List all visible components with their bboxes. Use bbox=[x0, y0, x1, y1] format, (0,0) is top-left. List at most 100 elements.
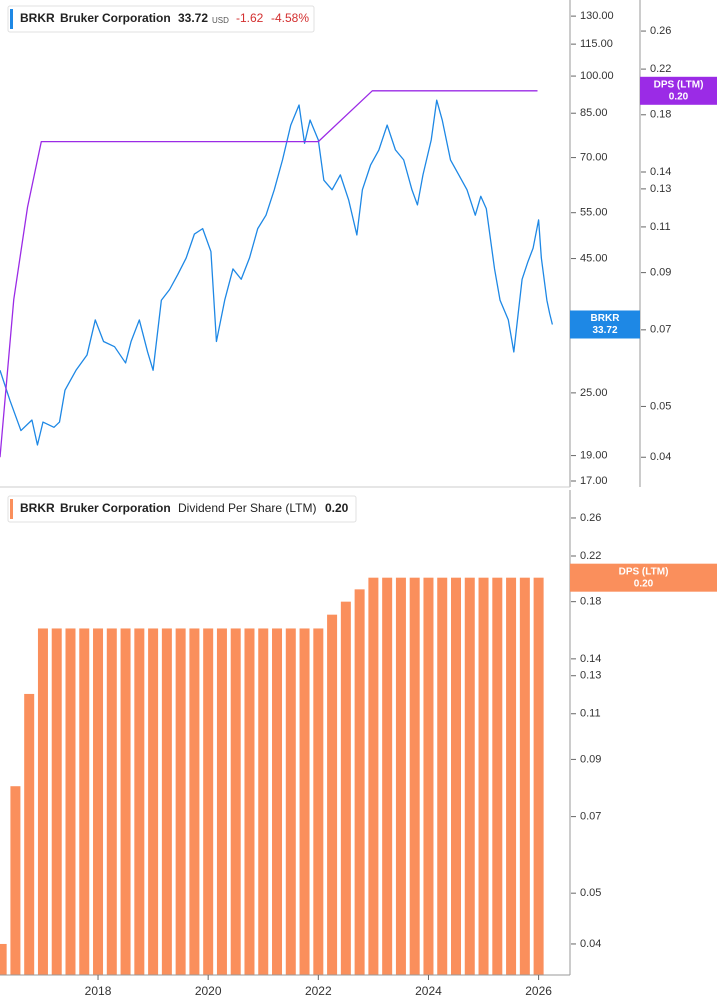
bar bbox=[161, 628, 172, 975]
bar bbox=[79, 628, 90, 975]
y-tick-label: 0.05 bbox=[580, 887, 601, 899]
bar bbox=[409, 577, 420, 975]
bar bbox=[533, 577, 544, 975]
badge-value: 0.20 bbox=[634, 578, 654, 589]
legend-change: -1.62 bbox=[236, 11, 264, 25]
legend-currency: USD bbox=[212, 16, 229, 25]
y-tick-label: 25.00 bbox=[580, 387, 608, 399]
y-tick-label: 19.00 bbox=[580, 449, 608, 461]
y-tick-label: 45.00 bbox=[580, 252, 608, 264]
y-tick-label: 100.00 bbox=[580, 70, 614, 82]
y-tick-label: 0.13 bbox=[580, 670, 601, 682]
x-tick-label: 2024 bbox=[415, 984, 442, 998]
bar bbox=[203, 628, 214, 975]
bar bbox=[354, 589, 365, 975]
legend-price: 33.72 bbox=[178, 11, 208, 25]
legend-symbol: BRKR bbox=[20, 11, 55, 25]
y-tick-label: 0.04 bbox=[580, 938, 601, 950]
price-badge bbox=[640, 76, 717, 105]
x-tick-label: 2022 bbox=[305, 984, 332, 998]
bar bbox=[285, 628, 296, 975]
x-tick-label: 2026 bbox=[525, 984, 552, 998]
legend-change-percent: -4.58% bbox=[271, 11, 309, 25]
legend-color bbox=[10, 9, 13, 29]
bar bbox=[120, 628, 131, 975]
bar bbox=[134, 628, 145, 975]
bar bbox=[51, 628, 62, 975]
bar bbox=[299, 628, 310, 975]
legend-box bbox=[7, 5, 315, 33]
y-tick-label: 0.09 bbox=[580, 753, 601, 765]
legend-company: Bruker Corporation bbox=[60, 11, 171, 25]
y-tick-label: 0.18 bbox=[580, 596, 601, 608]
y-tick-label: 0.26 bbox=[580, 512, 601, 524]
y-tick-label: 0.05 bbox=[650, 400, 671, 412]
price-badge bbox=[570, 310, 640, 339]
bar bbox=[519, 577, 530, 975]
bar bbox=[65, 628, 76, 975]
badge-value: 0.20 bbox=[669, 91, 689, 102]
y-tick-label: 0.04 bbox=[650, 451, 671, 463]
bar bbox=[382, 577, 393, 975]
bar bbox=[37, 628, 48, 975]
legend-series: Dividend Per Share (LTM) bbox=[178, 501, 317, 515]
legend-company: Bruker Corporation bbox=[60, 501, 171, 515]
y-tick-label: 0.09 bbox=[650, 267, 671, 279]
y-tick-label: 0.07 bbox=[580, 811, 601, 823]
y-tick-label: 0.11 bbox=[650, 221, 671, 233]
bar bbox=[230, 628, 241, 975]
bar bbox=[93, 628, 104, 975]
y-tick-label: 0.26 bbox=[650, 25, 671, 37]
badge-value: 33.72 bbox=[592, 325, 617, 336]
badge-name: DPS (LTM) bbox=[654, 79, 704, 90]
price-badge bbox=[570, 563, 717, 592]
x-tick-label: 2018 bbox=[85, 984, 112, 998]
bar bbox=[464, 577, 475, 975]
bar bbox=[189, 628, 200, 975]
y-tick-label: 0.18 bbox=[650, 109, 671, 121]
bar bbox=[395, 577, 406, 975]
y-tick-label: 130.00 bbox=[580, 10, 614, 22]
bar bbox=[244, 628, 255, 975]
y-tick-label: 85.00 bbox=[580, 107, 608, 119]
bar bbox=[216, 628, 227, 975]
bar bbox=[106, 628, 117, 975]
y-tick-label: 17.00 bbox=[580, 475, 608, 487]
y-tick-label: 0.14 bbox=[580, 653, 601, 665]
series-line bbox=[0, 90, 538, 458]
bar bbox=[24, 693, 35, 975]
badge-name: DPS (LTM) bbox=[619, 566, 669, 577]
bar bbox=[492, 577, 503, 975]
bar bbox=[0, 943, 7, 975]
legend-color bbox=[10, 499, 13, 519]
bar bbox=[368, 577, 379, 975]
bar bbox=[478, 577, 489, 975]
series-line bbox=[0, 99, 554, 446]
bar bbox=[313, 628, 324, 975]
bar bbox=[272, 628, 283, 975]
y-tick-label: 0.11 bbox=[580, 708, 601, 720]
bar bbox=[451, 577, 461, 975]
bar bbox=[327, 614, 338, 975]
y-tick-label: 0.13 bbox=[650, 183, 671, 195]
legend-symbol: BRKR bbox=[20, 501, 55, 515]
bar bbox=[437, 577, 448, 975]
y-tick-label: 0.22 bbox=[650, 63, 671, 75]
y-tick-label: 115.00 bbox=[580, 38, 613, 50]
bar bbox=[148, 628, 159, 975]
y-tick-label: 55.00 bbox=[580, 207, 608, 219]
bar bbox=[258, 628, 269, 975]
bar bbox=[506, 577, 517, 975]
y-tick-label: 0.14 bbox=[650, 166, 671, 178]
x-tick-label: 2020 bbox=[195, 984, 222, 998]
y-tick-label: 70.00 bbox=[580, 151, 608, 163]
bar bbox=[175, 628, 186, 975]
legend-value: 0.20 bbox=[325, 501, 349, 515]
legend-box bbox=[7, 495, 357, 523]
y-tick-label: 0.22 bbox=[580, 550, 601, 562]
bar bbox=[340, 601, 351, 975]
bar bbox=[423, 577, 434, 975]
bar bbox=[10, 786, 21, 975]
y-tick-label: 0.07 bbox=[650, 324, 671, 336]
